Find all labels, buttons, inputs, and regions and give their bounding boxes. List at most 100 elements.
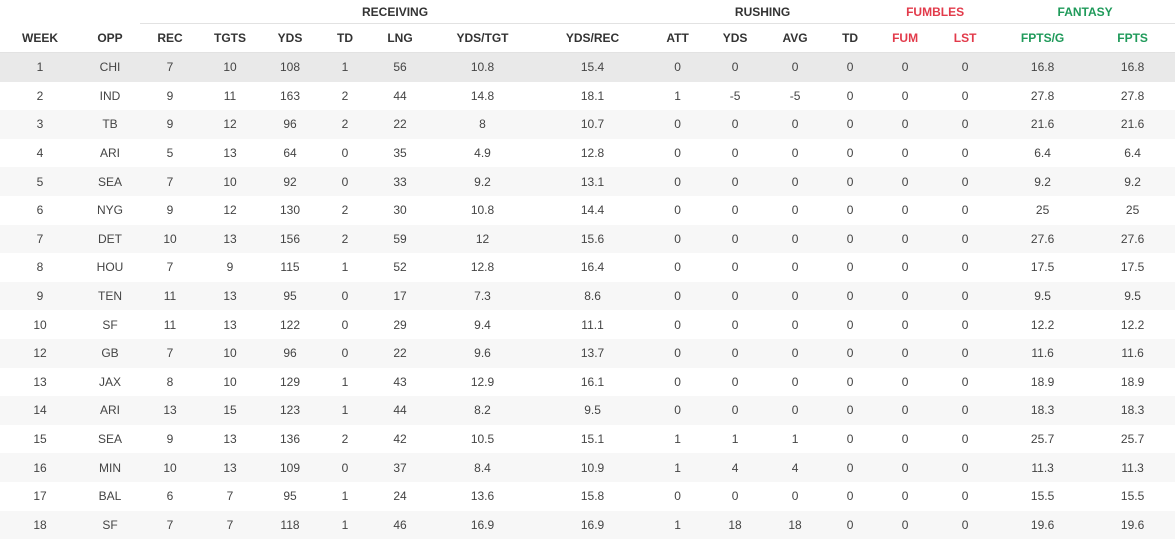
table-row[interactable]: 13 JAX 8 10 129 1 43 12.9 16.1 0 0 0 0 0 0 18.9 18.9 bbox=[0, 367, 1175, 397]
table-row[interactable]: 8 HOU 7 9 115 1 52 12.8 16.4 0 0 0 0 0 0 17.5 17.5 bbox=[0, 253, 1175, 282]
col-header-tgts[interactable]: TGTS bbox=[200, 23, 260, 53]
cell-week: 13 bbox=[0, 367, 80, 397]
cell-att: 1 bbox=[650, 453, 706, 482]
cell-rush-yds: 0 bbox=[705, 167, 766, 196]
cell-yds-per-rec: 11.1 bbox=[535, 310, 651, 339]
cell-lng: 33 bbox=[370, 167, 430, 196]
cell-rush-td: 0 bbox=[825, 453, 876, 482]
cell-fpts-per-game: 25 bbox=[995, 195, 1091, 225]
cell-tgts: 15 bbox=[200, 396, 260, 425]
table-row[interactable]: 16 MIN 10 13 109 0 37 8.4 10.9 1 4 4 0 0 0 11.3 11.3 bbox=[0, 453, 1175, 482]
col-header-avg[interactable]: AVG bbox=[765, 23, 826, 53]
table-row[interactable]: 17 BAL 6 7 95 1 24 13.6 15.8 0 0 0 0 0 0 15.5 15.5 bbox=[0, 481, 1175, 511]
col-header-rush-yds[interactable]: YDS bbox=[705, 23, 766, 53]
col-header-fum[interactable]: FUM bbox=[875, 23, 936, 53]
cell-opp: MIN bbox=[80, 453, 140, 482]
col-header-fpts-per-game[interactable]: FPTS/G bbox=[995, 23, 1091, 53]
cell-rush-yds: 0 bbox=[705, 338, 766, 368]
cell-yds-per-rec: 16.4 bbox=[535, 253, 651, 282]
table-row[interactable]: 4 ARI 5 13 64 0 35 4.9 12.8 0 0 0 0 0 0 6.4 6.4 bbox=[0, 138, 1175, 168]
table-row[interactable]: 2 IND 9 11 163 2 44 14.8 18.1 1 -5 -5 0 0 0 27.8 27.8 bbox=[0, 81, 1175, 111]
cell-opp: SEA bbox=[80, 424, 140, 454]
cell-rush-td: 0 bbox=[825, 253, 876, 282]
cell-tgts: 7 bbox=[200, 481, 260, 511]
col-header-rush-td[interactable]: TD bbox=[825, 23, 876, 53]
cell-avg: 0 bbox=[765, 138, 826, 168]
cell-yds-per-rec: 10.9 bbox=[535, 453, 651, 482]
cell-opp: BAL bbox=[80, 481, 140, 511]
table-row[interactable]: 5 SEA 7 10 92 0 33 9.2 13.1 0 0 0 0 0 0 9.2 9.2 bbox=[0, 167, 1175, 196]
cell-lng: 43 bbox=[370, 367, 430, 397]
cell-week: 12 bbox=[0, 338, 80, 368]
cell-rec-yds: 118 bbox=[260, 510, 320, 540]
cell-lst: 0 bbox=[935, 110, 996, 139]
cell-avg: 1 bbox=[765, 424, 826, 454]
cell-yds-per-tgt: 14.8 bbox=[430, 81, 535, 111]
table-row[interactable]: 10 SF 11 13 122 0 29 9.4 11.1 0 0 0 0 0 0 12.2 12.2 bbox=[0, 310, 1175, 339]
cell-lst: 0 bbox=[935, 195, 996, 225]
cell-rec-yds: 136 bbox=[260, 424, 320, 454]
table-row[interactable]: 12 GB 7 10 96 0 22 9.6 13.7 0 0 0 0 0 0 11.6 11.6 bbox=[0, 338, 1175, 368]
cell-opp: CHI bbox=[80, 52, 140, 82]
cell-rec-yds: 92 bbox=[260, 167, 320, 196]
cell-fpts: 11.6 bbox=[1090, 338, 1175, 368]
cell-rec: 7 bbox=[140, 253, 200, 282]
cell-opp: TB bbox=[80, 110, 140, 139]
col-header-rec-yds[interactable]: YDS bbox=[260, 23, 320, 53]
col-header-rec-td[interactable]: TD bbox=[320, 23, 370, 53]
col-header-yds-per-rec[interactable]: YDS/REC bbox=[535, 23, 651, 53]
cell-fpts: 21.6 bbox=[1090, 110, 1175, 139]
cell-rush-yds: 0 bbox=[705, 281, 766, 311]
cell-opp: ARI bbox=[80, 138, 140, 168]
cell-yds-per-rec: 13.7 bbox=[535, 338, 651, 368]
cell-rec-yds: 95 bbox=[260, 281, 320, 311]
cell-week: 7 bbox=[0, 224, 80, 254]
cell-rush-td: 0 bbox=[825, 396, 876, 425]
cell-rec-yds: 64 bbox=[260, 138, 320, 168]
cell-lst: 0 bbox=[935, 281, 996, 311]
cell-fum: 0 bbox=[875, 367, 936, 397]
cell-yds-per-rec: 15.4 bbox=[535, 52, 651, 82]
cell-fpts-per-game: 11.6 bbox=[995, 338, 1091, 368]
cell-att: 0 bbox=[650, 338, 706, 368]
col-header-yds-per-tgt[interactable]: YDS/TGT bbox=[430, 23, 535, 53]
cell-tgts: 12 bbox=[200, 195, 260, 225]
cell-lng: 22 bbox=[370, 110, 430, 139]
cell-rush-td: 0 bbox=[825, 138, 876, 168]
cell-rec: 7 bbox=[140, 338, 200, 368]
cell-rec-yds: 115 bbox=[260, 253, 320, 282]
col-header-opp[interactable]: OPP bbox=[80, 23, 140, 53]
cell-rush-td: 0 bbox=[825, 52, 876, 82]
col-header-att[interactable]: ATT bbox=[650, 23, 706, 53]
table-row[interactable]: 3 TB 9 12 96 2 22 8 10.7 0 0 0 0 0 0 21.6 21.6 bbox=[0, 110, 1175, 139]
col-header-lng[interactable]: LNG bbox=[370, 23, 430, 53]
col-header-rec[interactable]: REC bbox=[140, 23, 200, 53]
cell-avg: 0 bbox=[765, 224, 826, 254]
cell-rush-td: 0 bbox=[825, 424, 876, 454]
cell-fpts-per-game: 18.3 bbox=[995, 396, 1091, 425]
cell-opp: HOU bbox=[80, 253, 140, 282]
cell-rec-yds: 108 bbox=[260, 52, 320, 82]
table-row[interactable]: 1 CHI 7 10 108 1 56 10.8 15.4 0 0 0 0 0 0 16.8 16.8 bbox=[0, 52, 1175, 82]
cell-week: 15 bbox=[0, 424, 80, 454]
cell-rush-yds: 0 bbox=[705, 253, 766, 282]
cell-fpts: 11.3 bbox=[1090, 453, 1175, 482]
table-row[interactable]: 18 SF 7 7 118 1 46 16.9 16.9 1 18 18 0 0 0 19.6 19.6 bbox=[0, 510, 1175, 540]
table-row[interactable]: 14 ARI 13 15 123 1 44 8.2 9.5 0 0 0 0 0 0 18.3 18.3 bbox=[0, 396, 1175, 425]
cell-fum: 0 bbox=[875, 481, 936, 511]
cell-week: 17 bbox=[0, 481, 80, 511]
cell-fum: 0 bbox=[875, 453, 936, 482]
cell-rec-td: 1 bbox=[320, 396, 370, 425]
col-header-lst[interactable]: LST bbox=[935, 23, 996, 53]
table-row[interactable]: 6 NYG 9 12 130 2 30 10.8 14.4 0 0 0 0 0 0 25 25 bbox=[0, 195, 1175, 225]
col-header-week[interactable]: WEEK bbox=[0, 23, 80, 53]
table-row[interactable]: 15 SEA 9 13 136 2 42 10.5 15.1 1 1 1 0 0 0 25.7 25.7 bbox=[0, 424, 1175, 454]
col-header-fpts[interactable]: FPTS bbox=[1090, 23, 1175, 53]
table-row[interactable]: 9 TEN 11 13 95 0 17 7.3 8.6 0 0 0 0 0 0 9.5 9.5 bbox=[0, 281, 1175, 311]
cell-rush-td: 0 bbox=[825, 367, 876, 397]
cell-lst: 0 bbox=[935, 481, 996, 511]
cell-att: 0 bbox=[650, 138, 706, 168]
table-row[interactable]: 7 DET 10 13 156 2 59 12 15.6 0 0 0 0 0 0 27.6 27.6 bbox=[0, 224, 1175, 254]
cell-tgts: 12 bbox=[200, 110, 260, 139]
cell-fpts: 17.5 bbox=[1090, 253, 1175, 282]
